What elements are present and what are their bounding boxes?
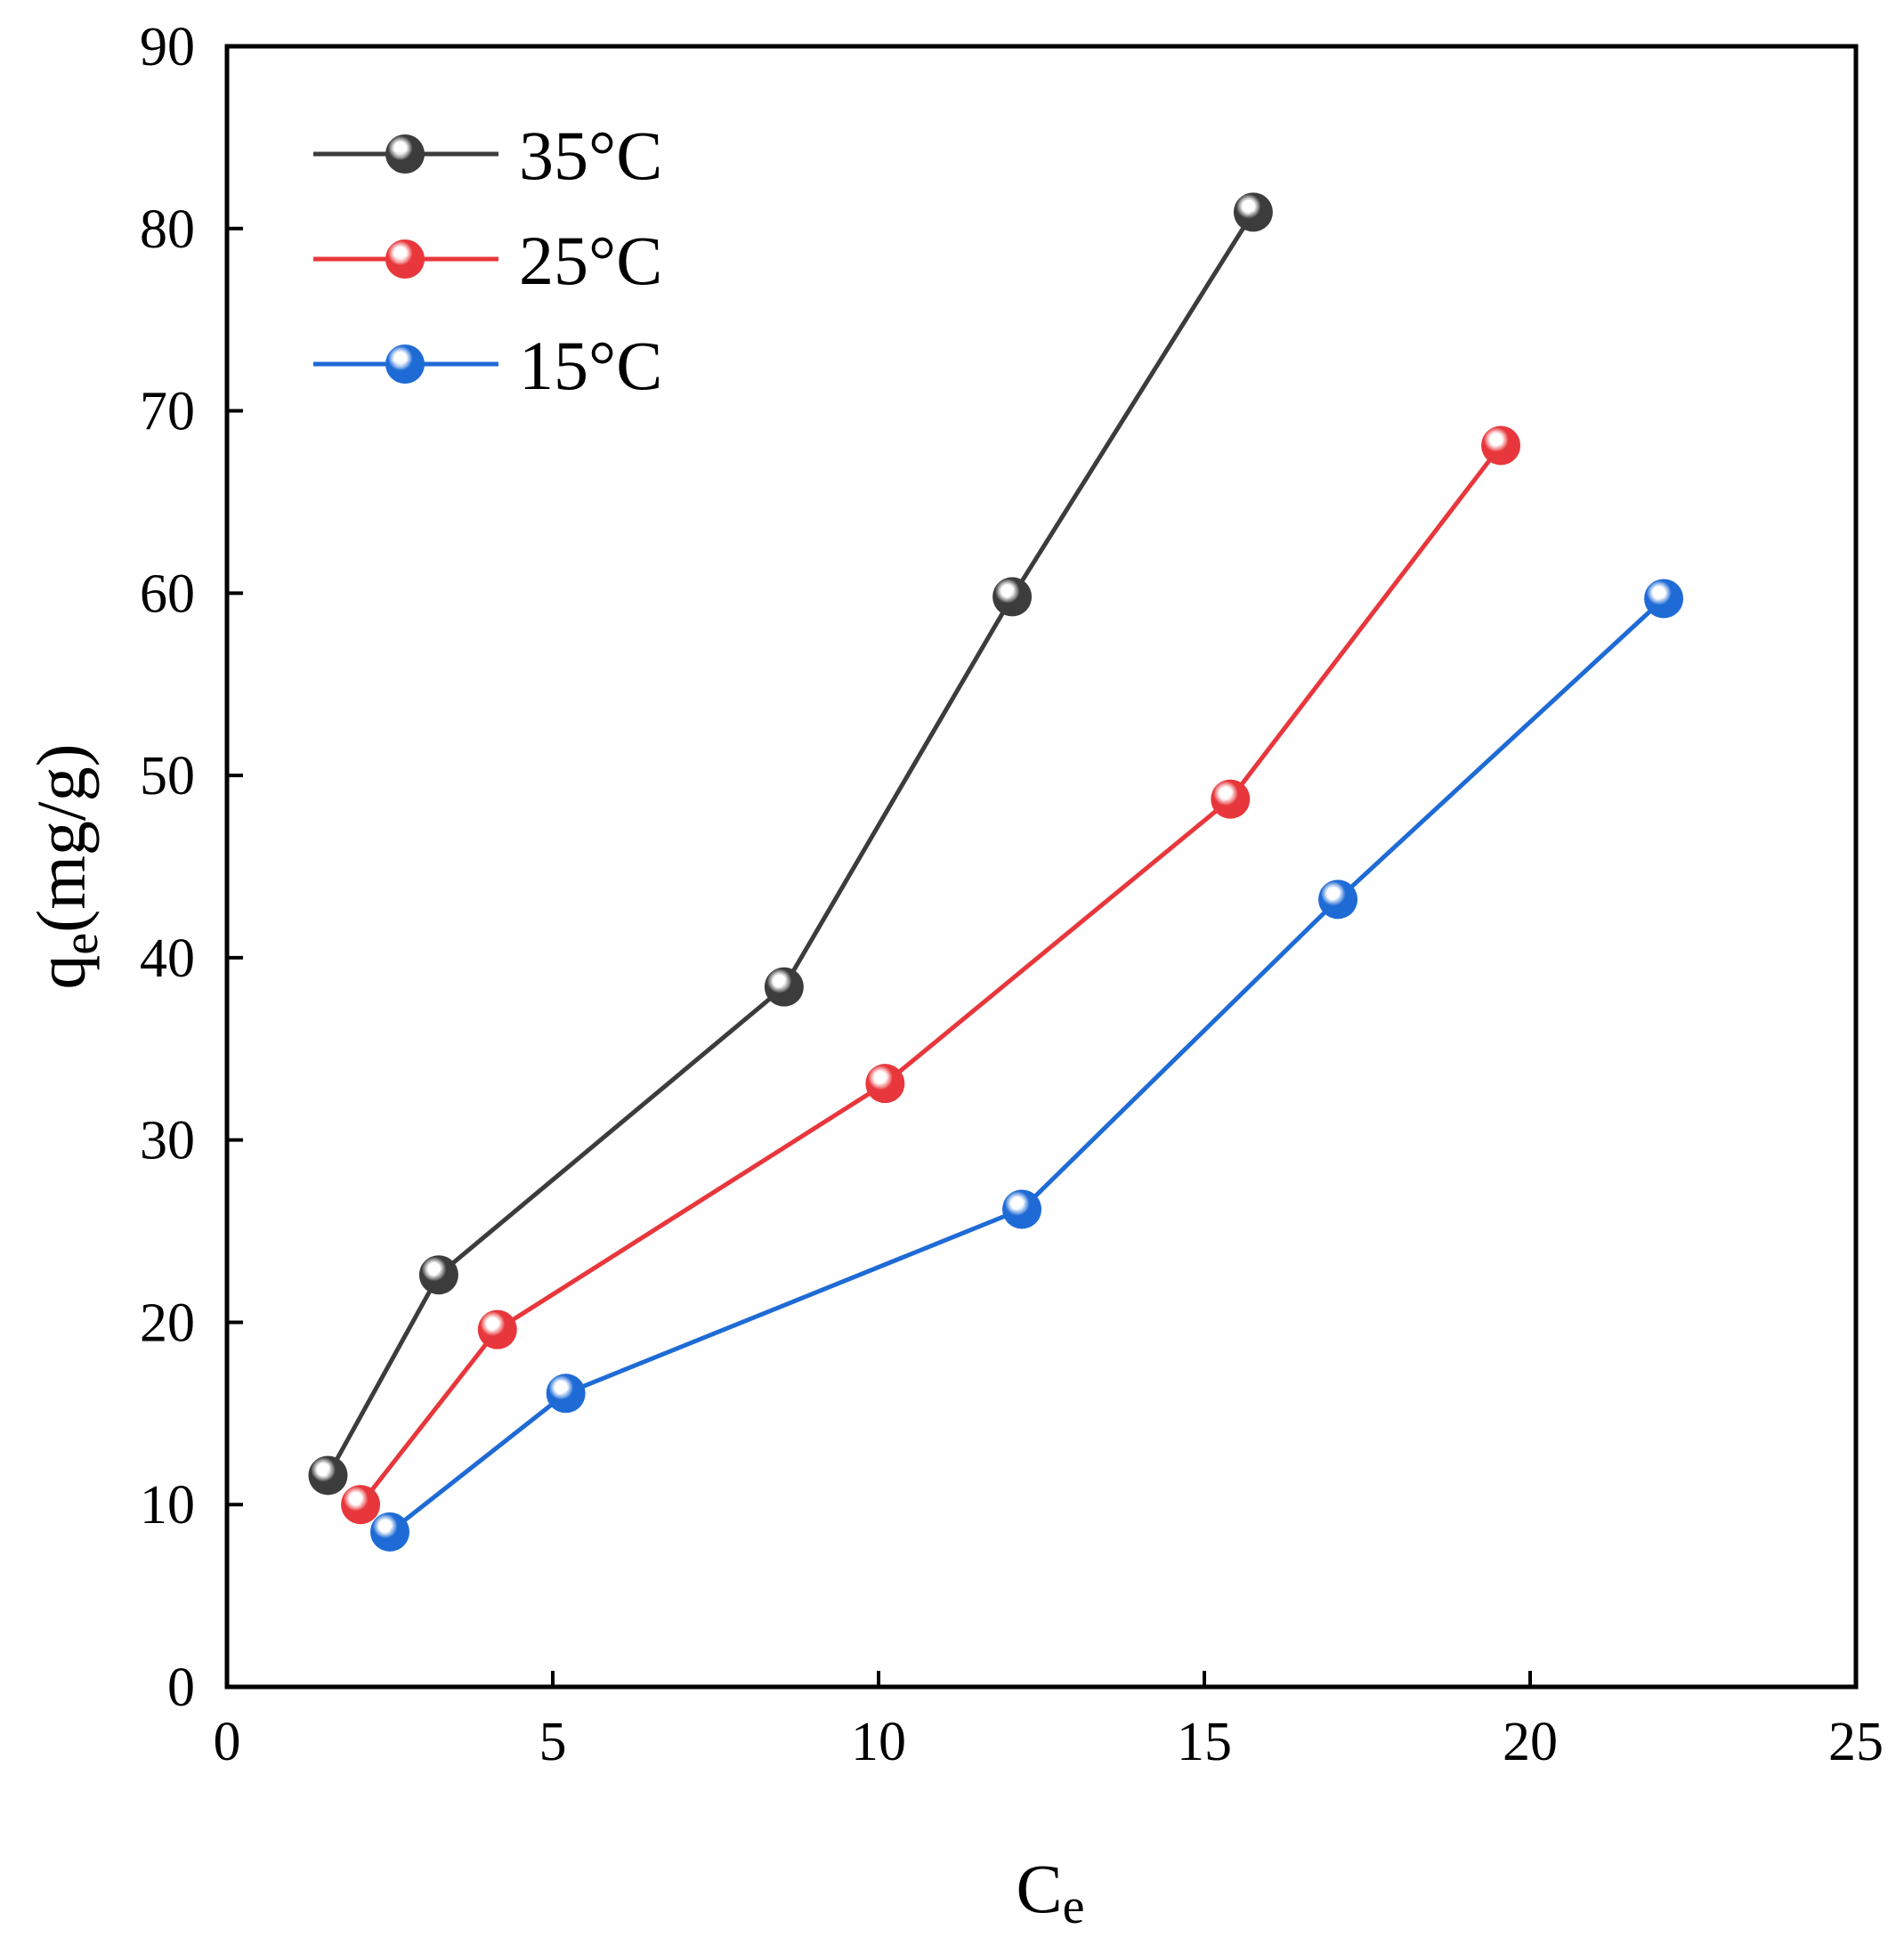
y-tick-label: 10 [140, 1475, 195, 1536]
legend-item: 25°C [313, 222, 662, 299]
legend-item: 35°C [313, 117, 662, 194]
y-axis-title-rest: (mg/g) [22, 743, 100, 932]
y-tick-label: 60 [140, 563, 195, 624]
x-tick-label: 15 [1177, 1712, 1232, 1772]
series-15CC [370, 579, 1684, 1552]
y-axis-title-sub: e [53, 933, 109, 955]
x-tick-label: 25 [1828, 1712, 1884, 1772]
legend-label: 35°C [519, 117, 662, 194]
y-tick-label: 20 [140, 1293, 195, 1353]
series-25CC [341, 425, 1521, 1525]
data-point [764, 967, 804, 1007]
x-tick-label: 20 [1503, 1712, 1558, 1772]
y-axis-title: qe(mg/g) [22, 743, 109, 989]
data-point [1002, 1189, 1042, 1229]
plot-area [308, 192, 1684, 1552]
x-tick-label: 0 [214, 1712, 241, 1772]
data-point [1211, 779, 1251, 819]
data-point [477, 1309, 517, 1349]
legend-label: 15°C [519, 327, 662, 404]
x-axis-title: Ce [1017, 1850, 1085, 1934]
data-point [1318, 879, 1358, 920]
series-35CC [308, 192, 1273, 1495]
axis-ticks: 0 5 10 15 20 25 0 10 20 30 40 50 60 70 80 90 [140, 17, 1884, 1772]
legend-marker [385, 344, 425, 384]
data-point [1481, 425, 1521, 466]
y-tick-label: 90 [140, 17, 195, 77]
y-tick-label: 40 [140, 928, 195, 989]
legend-label: 25°C [519, 222, 662, 299]
x-axis-title-sub: e [1063, 1879, 1085, 1934]
x-tick-label: 10 [851, 1712, 906, 1772]
legend-marker [385, 134, 425, 174]
data-point [308, 1455, 348, 1495]
data-point [865, 1064, 905, 1104]
y-tick-label: 30 [140, 1111, 195, 1171]
y-tick-label: 80 [140, 199, 195, 260]
data-point [341, 1485, 381, 1525]
data-point [370, 1512, 409, 1552]
y-tick-label: 70 [140, 382, 195, 442]
legend: 35°C 25°C 15°C [313, 117, 662, 404]
data-point [418, 1255, 458, 1295]
data-point [546, 1374, 586, 1414]
y-tick-label: 0 [167, 1657, 195, 1718]
data-point [1644, 579, 1684, 619]
y-axis-title-main: q [22, 955, 100, 990]
x-tick-label: 5 [539, 1712, 567, 1772]
data-point [1233, 192, 1273, 232]
legend-marker [385, 239, 425, 279]
plot-frame [224, 44, 1859, 1690]
series-line [326, 211, 1256, 1477]
x-axis-title-main: C [1017, 1850, 1063, 1927]
legend-item: 15°C [313, 327, 662, 404]
y-tick-label: 50 [140, 746, 195, 806]
series-line [359, 443, 1503, 1506]
data-point [993, 577, 1033, 617]
